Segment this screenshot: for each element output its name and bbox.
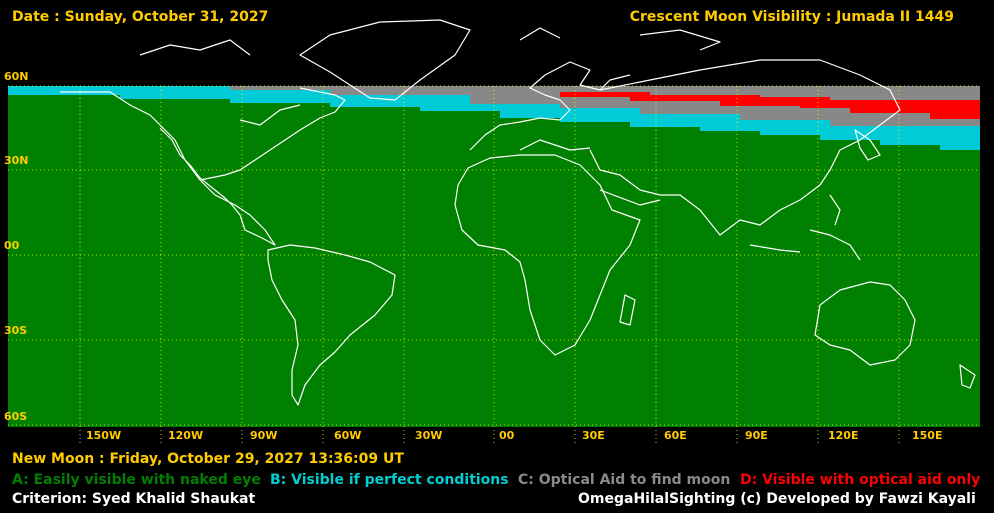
lat-label: 60N [4, 70, 29, 83]
coastlines [60, 19, 976, 406]
lat-label: 00 [4, 239, 20, 252]
lon-label: 150E [912, 429, 943, 442]
legend-b: B: Visible if perfect conditions [270, 472, 509, 488]
zone-c-region [230, 86, 980, 126]
legend-c: C: Optical Aid to find moon [518, 472, 731, 488]
date-label: Date : Sunday, October 31, 2027 [12, 9, 269, 25]
new-moon-label: New Moon : Friday, October 29, 2027 13:3… [12, 451, 404, 467]
lat-label: 30N [4, 154, 29, 167]
lon-label: 30W [415, 429, 443, 442]
lon-label: 90W [250, 429, 278, 442]
lon-label: 120E [828, 429, 859, 442]
lat-label: 60S [4, 410, 28, 423]
lon-label: 150W [86, 429, 122, 442]
legend-d: D: Visible with optical aid only [740, 472, 981, 488]
lon-label: 30E [582, 429, 605, 442]
zone-d-region [560, 92, 980, 119]
lon-label: 90E [745, 429, 768, 442]
lon-label: 00 [499, 429, 515, 442]
lon-label: 60W [334, 429, 362, 442]
credit-label: OmegaHilalSighting (c) Developed by Fawz… [578, 491, 976, 507]
criterion-label: Criterion: Syed Khalid Shaukat [12, 491, 256, 507]
lon-label: 120W [168, 429, 204, 442]
map-title: Crescent Moon Visibility : Jumada II 144… [629, 9, 954, 25]
lon-label: 60E [664, 429, 687, 442]
legend-a: A: Easily visible with naked eye [12, 472, 261, 488]
lat-label: 30S [4, 324, 28, 337]
